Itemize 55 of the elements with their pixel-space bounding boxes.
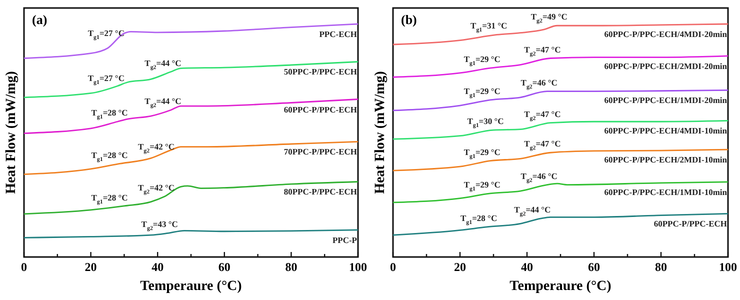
annotation: T$_{g1}$=29 °C: [464, 54, 500, 68]
series-label: 60PPC-P/PPC-ECH: [654, 218, 728, 229]
x-axis-title: Temperaure (°C): [510, 279, 612, 294]
annotation: T$_{g1}$=30 °C: [467, 116, 504, 130]
series-label: 60PPC-P/PPC-ECH/1MDI-20min: [604, 95, 728, 106]
annotation: T$_{g2}$=46 °C: [520, 170, 558, 184]
annotation: T$_{g2}$=47 °C: [524, 44, 561, 58]
annotation: T$_{g2}$=47 °C: [524, 108, 561, 122]
annotation: T$_{g1}$=28 °C: [460, 212, 498, 226]
annotation: T$_{g2}$=49 °C: [530, 12, 568, 25]
annotation: T$_{g2}$=46 °C: [520, 77, 558, 90]
annotation: T$_{g1}$=29 °C: [464, 179, 500, 192]
x-tick-label: 60: [218, 260, 230, 274]
chart-title: (b): [401, 12, 417, 27]
x-tick-label: 100: [349, 260, 367, 274]
annotation: T$_{g2}$=44 °C: [144, 58, 182, 71]
series-label: 60PPC-P/PPC-ECH: [284, 104, 358, 114]
x-tick-label: 60: [588, 260, 600, 274]
series-label: 70PPC-P/PPC-ECH: [284, 146, 358, 157]
x-tick-label: 20: [84, 260, 97, 274]
series-label: 50PPC-P/PPC-ECH: [284, 66, 358, 77]
annotation: T$_{g1}$=27 °C: [88, 72, 124, 86]
series-label: 60PPC-P/PPC-ECH/4MDI-20min: [604, 29, 728, 39]
series-label: 60PPC-P/PPC-ECH/2MDI-10min: [604, 154, 728, 165]
x-tick-label: 40: [521, 260, 533, 274]
annotation: T$_{g2}$=42 °C: [138, 141, 175, 154]
chart-title: (a): [32, 12, 48, 27]
x-tick-label: 40: [152, 260, 164, 274]
series-label: 60PPC-P/PPC-ECH/4MDI-10min: [604, 126, 728, 136]
series-label: PPC-P: [332, 234, 357, 245]
y-axis-title: Heat Flow (mW/mg): [373, 70, 388, 194]
series-label: 80PPC-P/PPC-ECH: [284, 186, 358, 197]
series-label: PPC-ECH: [319, 29, 358, 39]
x-tick-label: 80: [285, 260, 298, 274]
x-tick-label: 20: [454, 260, 466, 274]
annotation: T$_{g2}$=43 °C: [141, 219, 178, 232]
annotation: T$_{g1}$=27 °C: [88, 28, 124, 42]
x-tick-label: 0: [21, 260, 27, 274]
annotation: T$_{g1}$=29 °C: [464, 146, 500, 160]
annotation: T$_{g1}$=28 °C: [91, 150, 128, 164]
series-label: 60PPC-P/PPC-ECH/2MDI-20min: [604, 60, 728, 71]
x-axis-title: Temperaure (°C): [140, 279, 242, 294]
annotation: T$_{g1}$=28 °C: [91, 192, 128, 206]
annotation: T$_{g2}$=44 °C: [144, 96, 182, 109]
annotation: T$_{g1}$=29 °C: [464, 86, 500, 99]
annotation: T$_{g2}$=47 °C: [524, 138, 561, 152]
x-tick-label: 80: [655, 260, 667, 274]
annotation: T$_{g2}$=42 °C: [138, 182, 175, 196]
x-tick-label: 100: [719, 260, 737, 274]
annotation: T$_{g1}$=28 °C: [91, 108, 128, 121]
y-axis-title: Heat Flow (mW/mg): [4, 70, 19, 194]
annotation: T$_{g2}$=44 °C: [514, 204, 551, 218]
annotation: T$_{g1}$=31 °C: [470, 20, 508, 34]
x-tick-label: 0: [390, 260, 396, 274]
series-label: 60PPC-P/PPC-ECH/1MDI-10min: [604, 186, 728, 197]
